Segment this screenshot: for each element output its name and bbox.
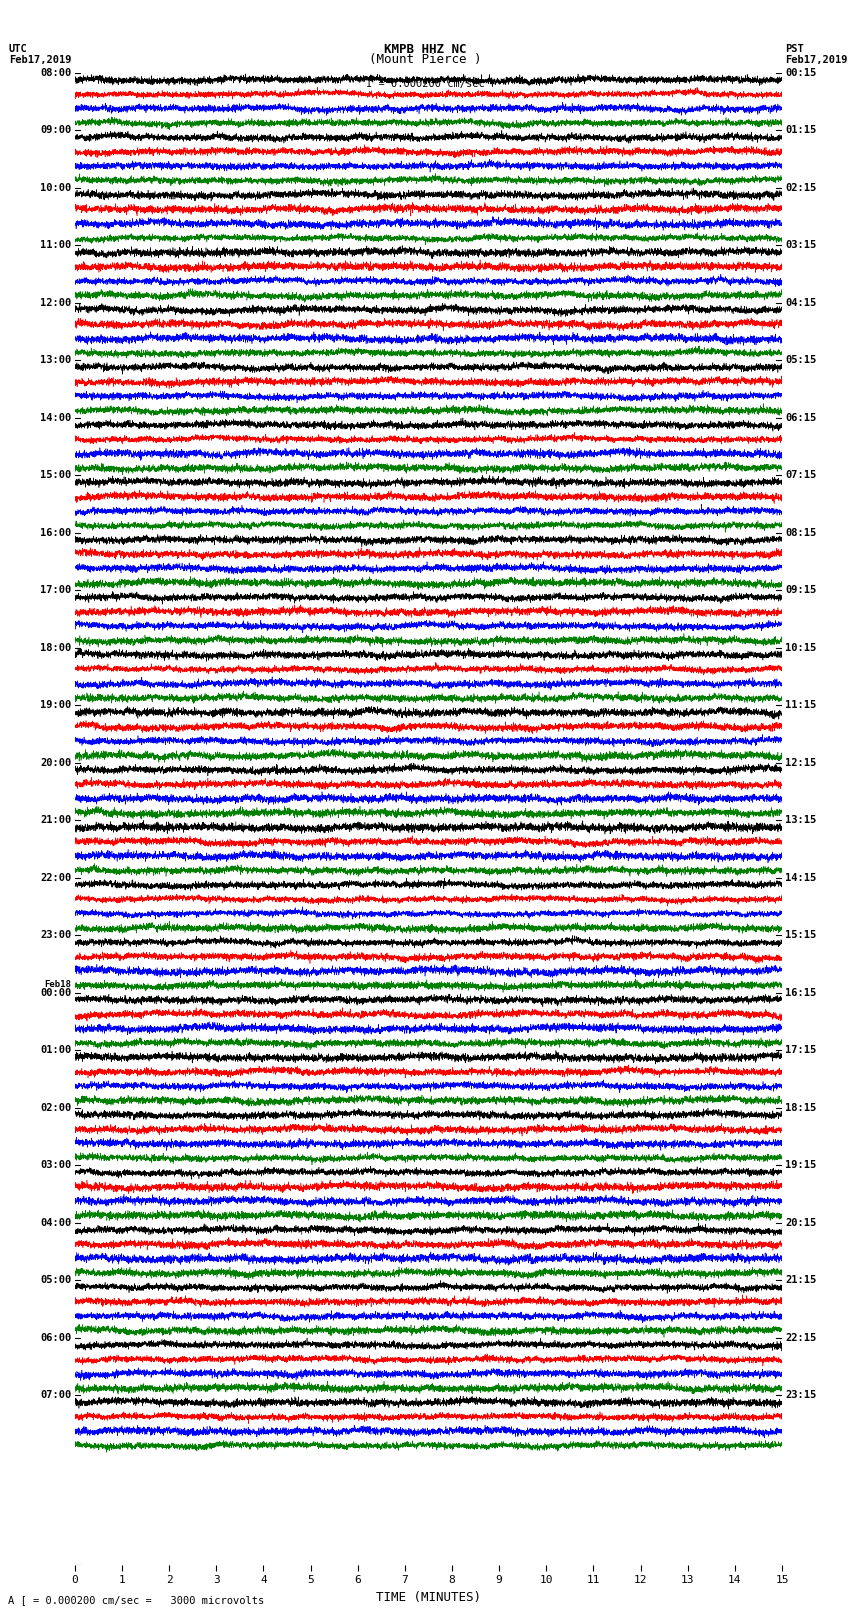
Text: 12:00: 12:00	[40, 298, 71, 308]
Text: 19:15: 19:15	[785, 1160, 817, 1169]
Text: 10:00: 10:00	[40, 182, 71, 192]
Text: 23:15: 23:15	[785, 1390, 817, 1400]
Text: 15:15: 15:15	[785, 931, 817, 940]
Text: 15:00: 15:00	[40, 469, 71, 481]
Text: 11:00: 11:00	[40, 240, 71, 250]
Text: 21:00: 21:00	[40, 815, 71, 826]
Text: 08:15: 08:15	[785, 527, 817, 537]
Text: 09:15: 09:15	[785, 586, 817, 595]
Text: 23:00: 23:00	[40, 931, 71, 940]
Text: Feb18: Feb18	[44, 981, 71, 989]
Text: 16:15: 16:15	[785, 987, 817, 998]
Text: (Mount Pierce ): (Mount Pierce )	[369, 53, 481, 66]
Text: KMPB HHZ NC: KMPB HHZ NC	[383, 44, 467, 56]
Text: 22:15: 22:15	[785, 1332, 817, 1342]
Text: 01:00: 01:00	[40, 1045, 71, 1055]
Text: 01:15: 01:15	[785, 126, 817, 135]
Text: 19:00: 19:00	[40, 700, 71, 710]
Text: 18:15: 18:15	[785, 1103, 817, 1113]
Text: 12:15: 12:15	[785, 758, 817, 768]
X-axis label: TIME (MINUTES): TIME (MINUTES)	[376, 1590, 481, 1603]
Text: UTC
Feb17,2019: UTC Feb17,2019	[8, 44, 71, 65]
Text: 20:00: 20:00	[40, 758, 71, 768]
Text: 22:00: 22:00	[40, 873, 71, 882]
Text: I = 0.000200 cm/sec: I = 0.000200 cm/sec	[366, 79, 484, 89]
Text: 17:00: 17:00	[40, 586, 71, 595]
Text: 08:00: 08:00	[40, 68, 71, 77]
Text: 02:00: 02:00	[40, 1103, 71, 1113]
Text: 05:00: 05:00	[40, 1276, 71, 1286]
Text: PST
Feb17,2019: PST Feb17,2019	[785, 44, 848, 65]
Text: 09:00: 09:00	[40, 126, 71, 135]
Text: 06:15: 06:15	[785, 413, 817, 423]
Text: 00:00: 00:00	[40, 987, 71, 998]
Text: 07:00: 07:00	[40, 1390, 71, 1400]
Text: 14:15: 14:15	[785, 873, 817, 882]
Text: 17:15: 17:15	[785, 1045, 817, 1055]
Text: 03:00: 03:00	[40, 1160, 71, 1169]
Text: 21:15: 21:15	[785, 1276, 817, 1286]
Text: 13:15: 13:15	[785, 815, 817, 826]
Text: 04:15: 04:15	[785, 298, 817, 308]
Text: 07:15: 07:15	[785, 469, 817, 481]
Text: 14:00: 14:00	[40, 413, 71, 423]
Text: 05:15: 05:15	[785, 355, 817, 365]
Text: 18:00: 18:00	[40, 642, 71, 653]
Text: 10:15: 10:15	[785, 642, 817, 653]
Text: A [ = 0.000200 cm/sec =   3000 microvolts: A [ = 0.000200 cm/sec = 3000 microvolts	[8, 1595, 264, 1605]
Text: 11:15: 11:15	[785, 700, 817, 710]
Text: 20:15: 20:15	[785, 1218, 817, 1227]
Text: 02:15: 02:15	[785, 182, 817, 192]
Text: 03:15: 03:15	[785, 240, 817, 250]
Text: 04:00: 04:00	[40, 1218, 71, 1227]
Text: 00:15: 00:15	[785, 68, 817, 77]
Text: 13:00: 13:00	[40, 355, 71, 365]
Text: 16:00: 16:00	[40, 527, 71, 537]
Text: 06:00: 06:00	[40, 1332, 71, 1342]
